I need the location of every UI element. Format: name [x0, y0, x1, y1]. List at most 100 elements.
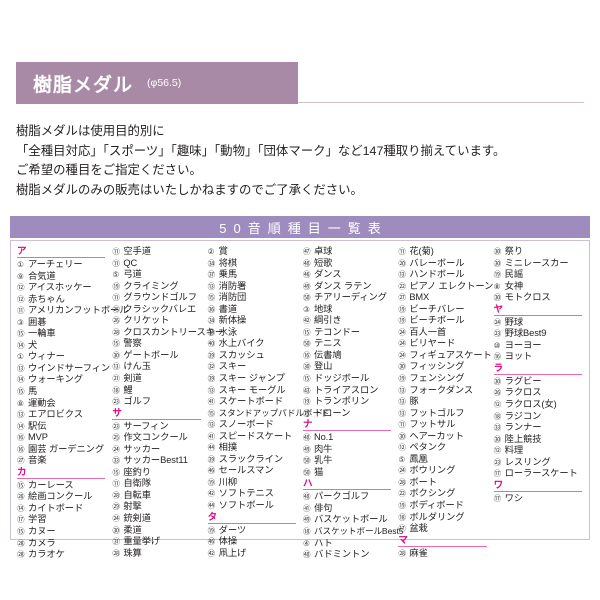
list-item[interactable]: ⑱ ボルダリング [398, 512, 488, 524]
list-item[interactable]: ⑬ フォークダンス [398, 385, 488, 397]
list-item[interactable]: ⑲ トランポリン [303, 396, 393, 408]
list-item[interactable]: ⑮ 警察 [112, 338, 202, 350]
list-item[interactable]: ⑲ 川柳 [208, 477, 298, 489]
list-item[interactable]: ⑰ ワシ [494, 493, 584, 505]
list-item[interactable]: ⑪ グラウンドゴルフ [112, 292, 202, 304]
list-item[interactable]: ⑰ ローラースケート [494, 468, 584, 480]
list-item[interactable]: ㉗ BMX [398, 292, 488, 304]
list-item[interactable]: ⑮ カヌー [17, 526, 107, 538]
list-item[interactable]: ⑰ 学習 [17, 514, 107, 526]
list-item[interactable]: ⑨ 合気道 [17, 271, 107, 283]
list-item[interactable]: ⑱ バスケットボールBest5 [303, 526, 404, 538]
list-item[interactable]: ⑫ 料理 [494, 445, 584, 457]
list-item[interactable]: ⑬ ハンドボール [398, 269, 488, 281]
list-item[interactable]: ③ 囲碁 [17, 317, 107, 329]
list-item[interactable]: ③ 地球 [303, 304, 393, 316]
list-item[interactable]: ⑮ テコンドー [303, 327, 393, 339]
list-item[interactable]: ⑯ ヨット [494, 351, 584, 363]
list-item[interactable]: ⑬ ウインドサーフィン [17, 363, 110, 375]
list-item[interactable]: ⑰ 盆栽 [398, 523, 488, 535]
list-item[interactable]: ⑯ 園芸 ガーデニング [17, 444, 107, 456]
list-item[interactable]: ⑧ 運動会 [17, 398, 107, 410]
list-item[interactable]: ⑬ エアロビクス [17, 409, 107, 421]
list-item[interactable]: ⑪ アメリカンフットボール [17, 305, 129, 317]
list-item[interactable]: ⑲ ビーチバレー [398, 304, 488, 316]
list-item[interactable]: ⑭ ウォーキング [17, 374, 107, 386]
list-item[interactable]: ⑬ スキー モーグル [208, 385, 298, 397]
list-item[interactable]: ⑧ 女神 [494, 281, 584, 293]
list-item[interactable]: ⑬ スノーボード [208, 419, 298, 431]
list-item[interactable]: ⑫ ペタンク [398, 442, 488, 454]
list-item[interactable]: ⑫ ラクロス(女) [494, 399, 584, 411]
list-item[interactable]: ⑳ バレーボール [398, 258, 488, 270]
list-item[interactable]: ⑤ 弓道 [112, 269, 202, 281]
list-item[interactable]: ⑮ ドローン [303, 408, 393, 420]
list-item[interactable]: ⑪ QC [112, 258, 202, 270]
list-item[interactable]: ⑲ 民謡 [494, 269, 584, 281]
list-item[interactable]: ⑫ アイスホッケー [17, 282, 107, 294]
list-item[interactable]: ⑮ カーレース [17, 480, 107, 492]
list-item[interactable]: ⑲ ボディボード [398, 500, 488, 512]
list-item[interactable]: ⑮ 座釣り [112, 467, 202, 479]
list-item[interactable]: ⑬ 消防署 [208, 281, 298, 293]
list-item[interactable]: ⑫ 赤ちゃん [17, 294, 107, 306]
list-item[interactable]: ⑪ 自衛隊 [112, 478, 202, 490]
list-item[interactable]: ⑯ MVP [17, 432, 107, 444]
list-item[interactable]: ⑩ ヨーヨー [494, 340, 584, 352]
list-item[interactable]: ① ウィナー [17, 351, 107, 363]
